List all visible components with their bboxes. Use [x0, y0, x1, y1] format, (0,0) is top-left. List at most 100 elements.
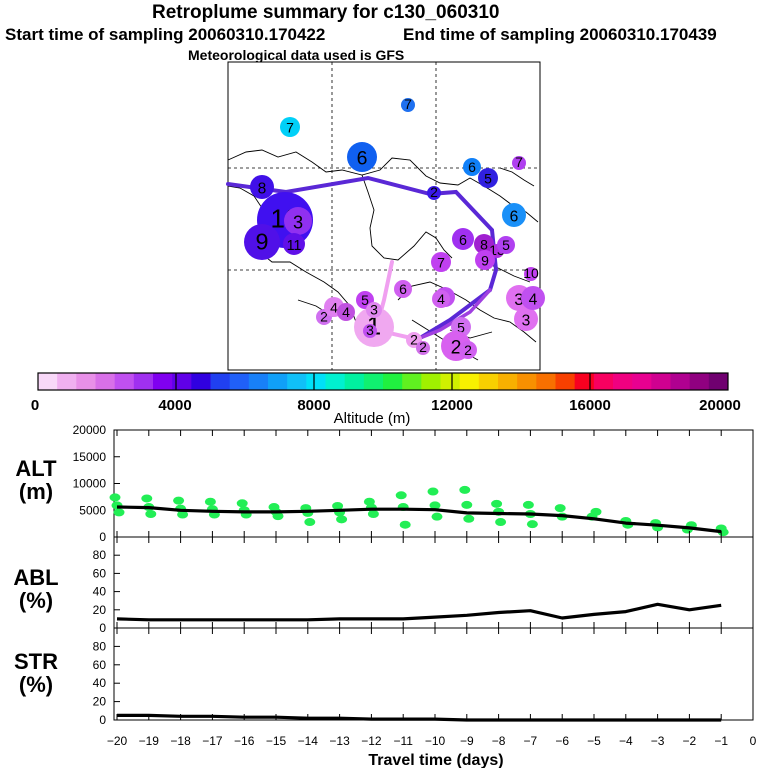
plume-point: 2	[427, 184, 441, 200]
x-tick-label: 0	[750, 734, 757, 748]
colorbar-swatch	[76, 373, 96, 390]
x-tick-label: −18	[170, 734, 191, 748]
plume-point-marker	[463, 158, 481, 176]
alt-scatter-point	[304, 518, 316, 527]
plume-point: 9	[244, 224, 280, 260]
plume-point-marker	[363, 324, 377, 338]
abl-ytick-label: 80	[93, 548, 107, 562]
alt-scatter-point	[145, 509, 157, 518]
plume-point-marker	[283, 233, 305, 255]
colorbar-swatch	[536, 373, 556, 390]
plume-point: 5	[478, 168, 498, 188]
x-tick-label: −19	[139, 734, 160, 748]
plume-point: 3	[366, 301, 382, 318]
plume-point: 2	[459, 341, 477, 359]
x-tick-label: −12	[361, 734, 382, 748]
colorbar-swatch	[363, 373, 384, 390]
colorbar-swatch	[555, 373, 576, 390]
x-axis-title: Travel time (days)	[368, 752, 503, 768]
plume-point-label: 4	[437, 291, 445, 307]
alt-scatter-point	[522, 500, 534, 509]
met-data-label: Meteorological data used is GFS	[188, 47, 405, 63]
plume-point-label: 9	[255, 229, 268, 255]
plume-point-marker	[475, 250, 495, 270]
colorbar-swatch	[689, 373, 710, 390]
abl-ytick-label: 20	[93, 603, 107, 617]
colorbar-swatch	[344, 373, 365, 390]
plume-point: 4	[337, 303, 355, 321]
colorbar-swatch	[172, 373, 192, 390]
alt-scatter-point	[463, 514, 475, 523]
alt-ytick-label: 20000	[73, 423, 107, 437]
plume-point-label: 2	[410, 331, 418, 347]
end-time-label: End time of sampling 20060310.170439	[403, 25, 717, 44]
str-ytick-label: 40	[93, 676, 107, 690]
x-tick-label: −4	[619, 734, 633, 748]
plume-point: 10	[523, 265, 539, 281]
plume-point: 7	[431, 252, 451, 272]
colorbar-tick-label: 8000	[297, 397, 330, 414]
x-tick-label: −15	[266, 734, 287, 748]
x-tick-label: −3	[651, 734, 665, 748]
plume-point: 6	[502, 203, 526, 227]
plume-point-marker	[250, 175, 274, 199]
x-tick-label: −17	[202, 734, 223, 748]
alt-scatter-point	[395, 491, 407, 500]
colorbar-swatch	[248, 373, 269, 390]
plume-point: 8	[474, 234, 494, 254]
plume-point: 7	[280, 117, 300, 137]
colorbar-swatch	[191, 373, 211, 390]
plume-point-label: 5	[361, 292, 369, 308]
plume-point-marker	[459, 341, 477, 359]
plume-point-marker	[394, 280, 412, 298]
colorbar-swatch	[38, 373, 58, 390]
plume-point-label: 9	[481, 253, 489, 269]
colorbar-tick-label: 16000	[569, 397, 611, 414]
plume-point-label: 5	[502, 237, 510, 253]
alt-ytick-label: 15000	[73, 450, 107, 464]
plume-point: 3	[363, 322, 377, 338]
coastline	[227, 149, 539, 361]
plume-point-label: 6	[468, 159, 476, 175]
x-tick-label: −11	[393, 734, 413, 748]
plume-point-label: 6	[399, 281, 407, 297]
plume-point-label: 8	[480, 237, 488, 253]
plume-point: 6	[347, 142, 377, 172]
alt-scatter-point	[459, 485, 471, 494]
plume-point-label: 4	[330, 300, 338, 316]
alt-scatter-point	[399, 520, 411, 529]
plume-point-marker	[431, 252, 451, 272]
chart-title: Retroplume summary for c130_060310	[152, 2, 500, 23]
plume-point-label: 8	[258, 181, 267, 198]
x-tick-label: −1	[714, 734, 728, 748]
plume-point-label: 6	[357, 148, 368, 170]
altitude-colorbar	[38, 373, 729, 390]
alt-scatter-point	[204, 497, 216, 506]
colorbar-swatch	[229, 373, 250, 390]
x-tick-label: −7	[524, 734, 538, 748]
alt-scatter-point	[427, 487, 439, 496]
plume-point-label: 6	[459, 233, 467, 249]
plume-point: 4	[521, 286, 545, 310]
colorbar-swatch	[421, 373, 441, 390]
alt-scatter-point	[491, 499, 503, 508]
colorbar-swatch	[95, 373, 116, 390]
plume-point-marker	[514, 307, 538, 331]
x-tick-label: −8	[492, 734, 506, 748]
alt-ytick-label: 0	[99, 530, 106, 544]
plume-point-label: 7	[515, 154, 523, 170]
x-tick-label: −16	[234, 734, 255, 748]
plume-point-label: 6	[510, 209, 519, 226]
alt-panel-label: ALT (m)	[15, 456, 57, 504]
plume-point: 2	[416, 339, 430, 355]
str-panel: 0 20 40 60 80	[93, 639, 722, 727]
plume-point-label: 5	[484, 171, 492, 187]
plume-point: 4	[432, 290, 450, 308]
alt-scatter-point	[431, 512, 443, 521]
colorbar-swatch	[306, 373, 326, 390]
trajectory-map: 7766578103911266813597643341052142352232…	[31, 61, 741, 427]
alt-scatter-point	[526, 520, 538, 529]
x-tick-label: −10	[425, 734, 446, 748]
plume-point: 5	[497, 236, 515, 254]
alt-ytick-label: 5000	[79, 503, 106, 517]
